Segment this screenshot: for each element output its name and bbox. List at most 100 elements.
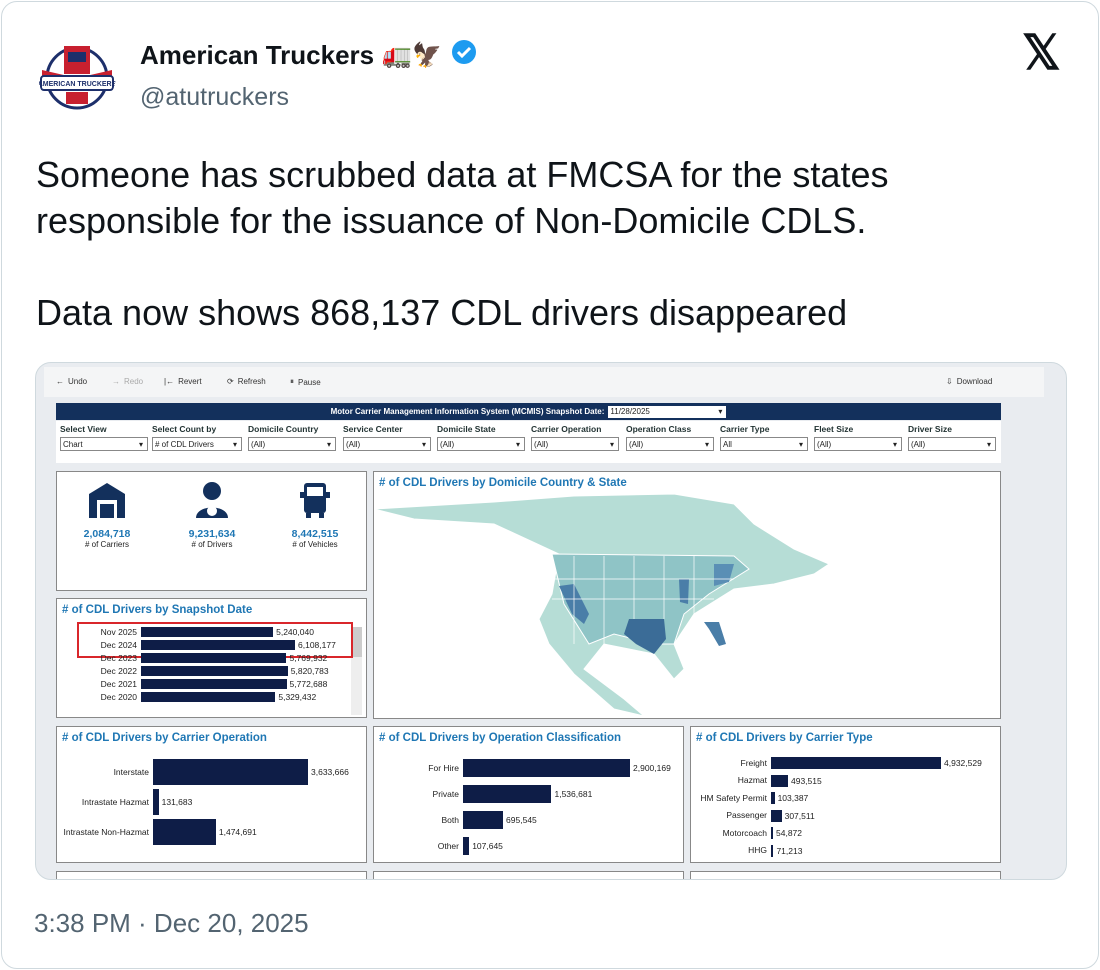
filter-label: Operation Class — [626, 424, 692, 434]
bar[interactable] — [141, 627, 274, 637]
filter-fleet-size: Fleet Size (All) ▾ — [814, 424, 902, 451]
bar-row[interactable]: Interstate 3,633,666 — [61, 759, 349, 785]
bar-row[interactable]: Passenger 307,511 — [695, 809, 815, 822]
pause-label: Pause — [298, 377, 321, 387]
filter-dropdown[interactable]: # of CDL Drivers ▾ — [152, 437, 242, 451]
bar-row[interactable]: Dec 2022 5,820,783 — [61, 666, 329, 676]
chart-title: # of CDL Drivers by Operation Classifica… — [379, 732, 621, 744]
bar-row[interactable]: Motorcoach 54,872 — [695, 827, 802, 839]
filter-dropdown[interactable]: (All) ▾ — [437, 437, 525, 451]
pause-button[interactable]: ⏸ Pause — [290, 377, 321, 387]
bar-value-label: 3,633,666 — [311, 767, 349, 777]
bar-row[interactable]: Freight 4,932,529 — [695, 757, 982, 769]
avatar[interactable]: AMERICAN TRUCKERS — [38, 36, 116, 114]
refresh-label: Refresh — [237, 377, 266, 386]
filter-dropdown[interactable]: All ▾ — [720, 437, 808, 451]
bar[interactable] — [153, 759, 308, 785]
north-america-map[interactable] — [374, 494, 1000, 719]
revert-label: Revert — [178, 377, 202, 386]
bar-category-label: Private — [432, 788, 459, 799]
bar[interactable] — [771, 809, 782, 822]
bar-row[interactable]: Dec 2024 6,108,177 — [61, 640, 336, 650]
bar-row[interactable]: Nov 2025 5,240,040 — [61, 627, 314, 637]
x-logo-icon[interactable]: 𝕏 — [1022, 27, 1061, 80]
bar-row[interactable]: Dec 2021 5,772,688 — [61, 679, 327, 689]
bar-category-label: Dec 2023 — [100, 652, 137, 663]
bar-category-label: Dec 2020 — [100, 691, 137, 702]
bar-row[interactable]: Private 1,536,681 — [378, 785, 592, 803]
chart-title: # of CDL Drivers by Snapshot Date — [62, 604, 253, 616]
bar-value-label: 71,213 — [776, 845, 803, 856]
undo-button[interactable]: ← Undo — [56, 377, 87, 386]
bar[interactable] — [463, 785, 552, 803]
bar-row[interactable]: Other 107,645 — [378, 837, 503, 855]
filter-carrier-operation: Carrier Operation (All) ▾ — [531, 424, 619, 451]
bar-row[interactable]: HM Safety Permit 103,387 — [695, 792, 808, 804]
kpi-label: # of Drivers — [191, 540, 233, 549]
bar[interactable] — [771, 774, 788, 787]
bar[interactable] — [771, 757, 941, 769]
filter-dropdown[interactable]: (All) ▾ — [531, 437, 619, 451]
refresh-button[interactable]: ⟳ Refresh — [227, 377, 266, 386]
bar-category-label: Freight — [740, 757, 767, 768]
chevron-down-icon: ▾ — [421, 439, 426, 449]
filter-bar: Select View Chart ▾ Select Count by # of CDL… — [56, 421, 1001, 463]
bar[interactable] — [463, 837, 470, 855]
scrollbar[interactable] — [351, 627, 362, 715]
scrollbar-thumb[interactable] — [351, 627, 362, 657]
tweet-timestamp[interactable]: 3:38 PM · Dec 20, 2025 — [34, 908, 309, 938]
filter-dropdown[interactable]: (All) ▾ — [814, 437, 902, 451]
download-button[interactable]: ⇩ Download — [946, 377, 992, 386]
revert-button[interactable]: |← Revert — [164, 377, 202, 386]
chevron-down-icon: ▾ — [326, 439, 331, 449]
bar-category-label: Passenger — [726, 810, 767, 820]
user-handle[interactable]: @atutruckers — [140, 83, 290, 111]
bar[interactable] — [153, 789, 159, 815]
bar-row[interactable]: Intrastate Hazmat 131,683 — [61, 789, 192, 815]
bar-row[interactable]: Dec 2020 5,329,432 — [61, 692, 316, 702]
bar[interactable] — [141, 653, 287, 663]
bar[interactable] — [463, 759, 630, 777]
bar-category-label: Hazmat — [737, 775, 767, 785]
carrier-type-chart: # of CDL Drivers by Carrier Type Freight… — [690, 726, 1001, 863]
bar-row[interactable]: Dec 2023 5,769,932 — [61, 653, 327, 663]
bar-row[interactable]: Hazmat 493,515 — [695, 774, 822, 787]
bar-row[interactable]: Intrastate Non-Hazmat 1,474,691 — [61, 819, 257, 845]
bar-value-label: 6,108,177 — [298, 640, 336, 650]
bar[interactable] — [771, 844, 774, 857]
bar[interactable] — [141, 692, 276, 702]
bar[interactable] — [141, 666, 288, 676]
bar[interactable] — [141, 640, 295, 650]
bar-category-label: Dec 2024 — [100, 639, 137, 650]
carrier-operation-chart: # of CDL Drivers by Carrier Operation In… — [56, 726, 367, 863]
bar-category-label: Other — [437, 840, 459, 851]
bar[interactable] — [153, 819, 216, 845]
bar-row[interactable]: For Hire 2,900,169 — [378, 759, 671, 777]
bar[interactable] — [771, 792, 775, 804]
display-name[interactable]: American Truckers 🚛🦅 — [140, 38, 478, 73]
bar-value-label: 695,545 — [506, 815, 537, 825]
bar-row[interactable]: Both 695,545 — [378, 811, 537, 829]
bar[interactable] — [771, 827, 773, 839]
redo-button[interactable]: → Redo — [112, 377, 143, 386]
chevron-down-icon: ▾ — [892, 439, 897, 449]
filter-dropdown[interactable]: (All) ▾ — [248, 437, 336, 451]
kpi-carriers: 2,084,718 # of Carriers — [62, 480, 152, 549]
filter-label: Select Count by — [152, 424, 217, 434]
revert-icon: |← — [164, 377, 175, 386]
filter-dropdown[interactable]: (All) ▾ — [908, 437, 996, 451]
download-icon: ⇩ — [946, 377, 953, 386]
map-state-florida — [704, 622, 726, 646]
pause-icon: ⏸ — [290, 377, 294, 386]
filter-value: (All) — [629, 439, 644, 449]
snapshot-date-select[interactable]: 11/28/2025 ▾ — [608, 405, 727, 418]
filter-value: (All) — [817, 439, 832, 449]
bar[interactable] — [463, 811, 504, 829]
attached-screenshot[interactable]: ← Undo → Redo |← Revert ⟳ Refresh ⏸ Pause ⇩ Do… — [35, 362, 1067, 880]
filter-dropdown[interactable]: Chart ▾ — [60, 437, 148, 451]
filter-dropdown[interactable]: (All) ▾ — [343, 437, 431, 451]
filter-dropdown[interactable]: (All) ▾ — [626, 437, 714, 451]
bar-row[interactable]: HHG 71,213 — [695, 844, 803, 857]
filter-label: Fleet Size — [814, 424, 854, 434]
bar[interactable] — [141, 679, 287, 689]
